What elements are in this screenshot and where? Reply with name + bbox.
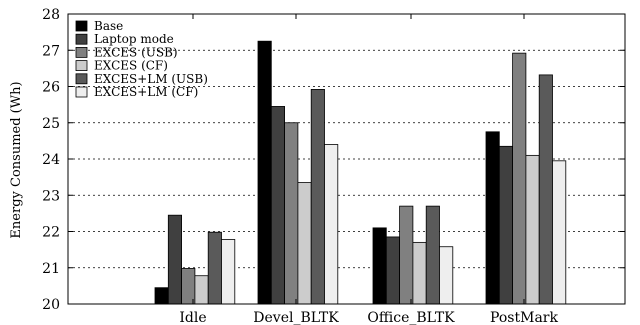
- bar-exces-lm-cf--devel-bltk: [324, 144, 339, 305]
- bar-exces-lm-cf--postmark: [552, 160, 567, 305]
- bar-exces-cf--office-bltk: [412, 241, 427, 305]
- bar-exces-lm-usb--devel-bltk: [310, 89, 325, 305]
- bar-laptop-mode-office-bltk: [385, 236, 400, 305]
- legend-label: Laptop mode: [94, 32, 174, 46]
- bar-exces-usb--devel-bltk: [284, 122, 299, 305]
- bar-exces-lm-cf--idle: [221, 239, 236, 305]
- bar-exces-lm-usb--idle: [207, 231, 222, 305]
- bar-exces-cf--devel-bltk: [297, 182, 312, 305]
- bar-base-devel-bltk: [257, 40, 272, 305]
- bar-base-idle: [154, 287, 169, 305]
- bar-exces-usb--idle: [181, 268, 196, 305]
- y-axis-label: Energy Consumed (Wh): [9, 81, 24, 238]
- y-tick-label: 23: [42, 188, 60, 204]
- y-tick-label: 28: [42, 7, 60, 23]
- bar-exces-cf--idle: [194, 275, 209, 305]
- x-tick-label: Devel_BLTK: [253, 310, 339, 325]
- bar-exces-usb--postmark: [512, 52, 527, 305]
- legend-swatch: [75, 47, 88, 58]
- legend-label: EXCES (USB): [94, 45, 178, 59]
- legend-swatch: [75, 60, 88, 71]
- y-tick-label: 24: [42, 152, 60, 168]
- x-axis-ticks: Idle Devel_BLTK Office_BLTK PostMark: [179, 14, 558, 325]
- y-tick-label: 27: [42, 43, 60, 59]
- bar-exces-usb--office-bltk: [399, 205, 414, 305]
- bar-exces-cf--postmark: [525, 154, 540, 305]
- bar-exces-lm-usb--office-bltk: [425, 205, 440, 305]
- y-tick-label: 21: [42, 261, 60, 277]
- bars: [154, 40, 567, 305]
- bar-laptop-mode-devel-bltk: [270, 106, 285, 305]
- y-tick-label: 25: [42, 116, 60, 132]
- legend-label: EXCES (CF): [94, 59, 168, 73]
- bar-exces-lm-cf--office-bltk: [439, 246, 454, 305]
- legend-label: EXCES+LM (USB): [94, 72, 208, 86]
- bar-laptop-mode-idle: [167, 214, 183, 305]
- x-tick-label: PostMark: [490, 310, 558, 325]
- bar-exces-lm-usb--postmark: [538, 74, 553, 305]
- legend-swatch: [75, 33, 88, 45]
- y-tick-label: 26: [42, 80, 60, 96]
- x-tick-label: Office_BLTK: [367, 310, 455, 325]
- x-tick-label: Idle: [179, 310, 206, 325]
- legend-swatch: [75, 86, 88, 98]
- y-axis-ticks: 20 21 22 23 24 25 26 27 28: [42, 7, 625, 313]
- legend-swatch: [75, 73, 88, 85]
- y-tick-label: 20: [42, 297, 60, 313]
- bar-base-postmark: [485, 131, 500, 305]
- legend-label: EXCES+LM (CF): [94, 85, 198, 99]
- bar-base-office-bltk: [372, 227, 387, 305]
- bar-laptop-mode-postmark: [498, 145, 513, 305]
- legend-label: Base: [94, 19, 123, 33]
- legend-swatch: [75, 20, 88, 32]
- y-tick-label: 22: [42, 225, 60, 241]
